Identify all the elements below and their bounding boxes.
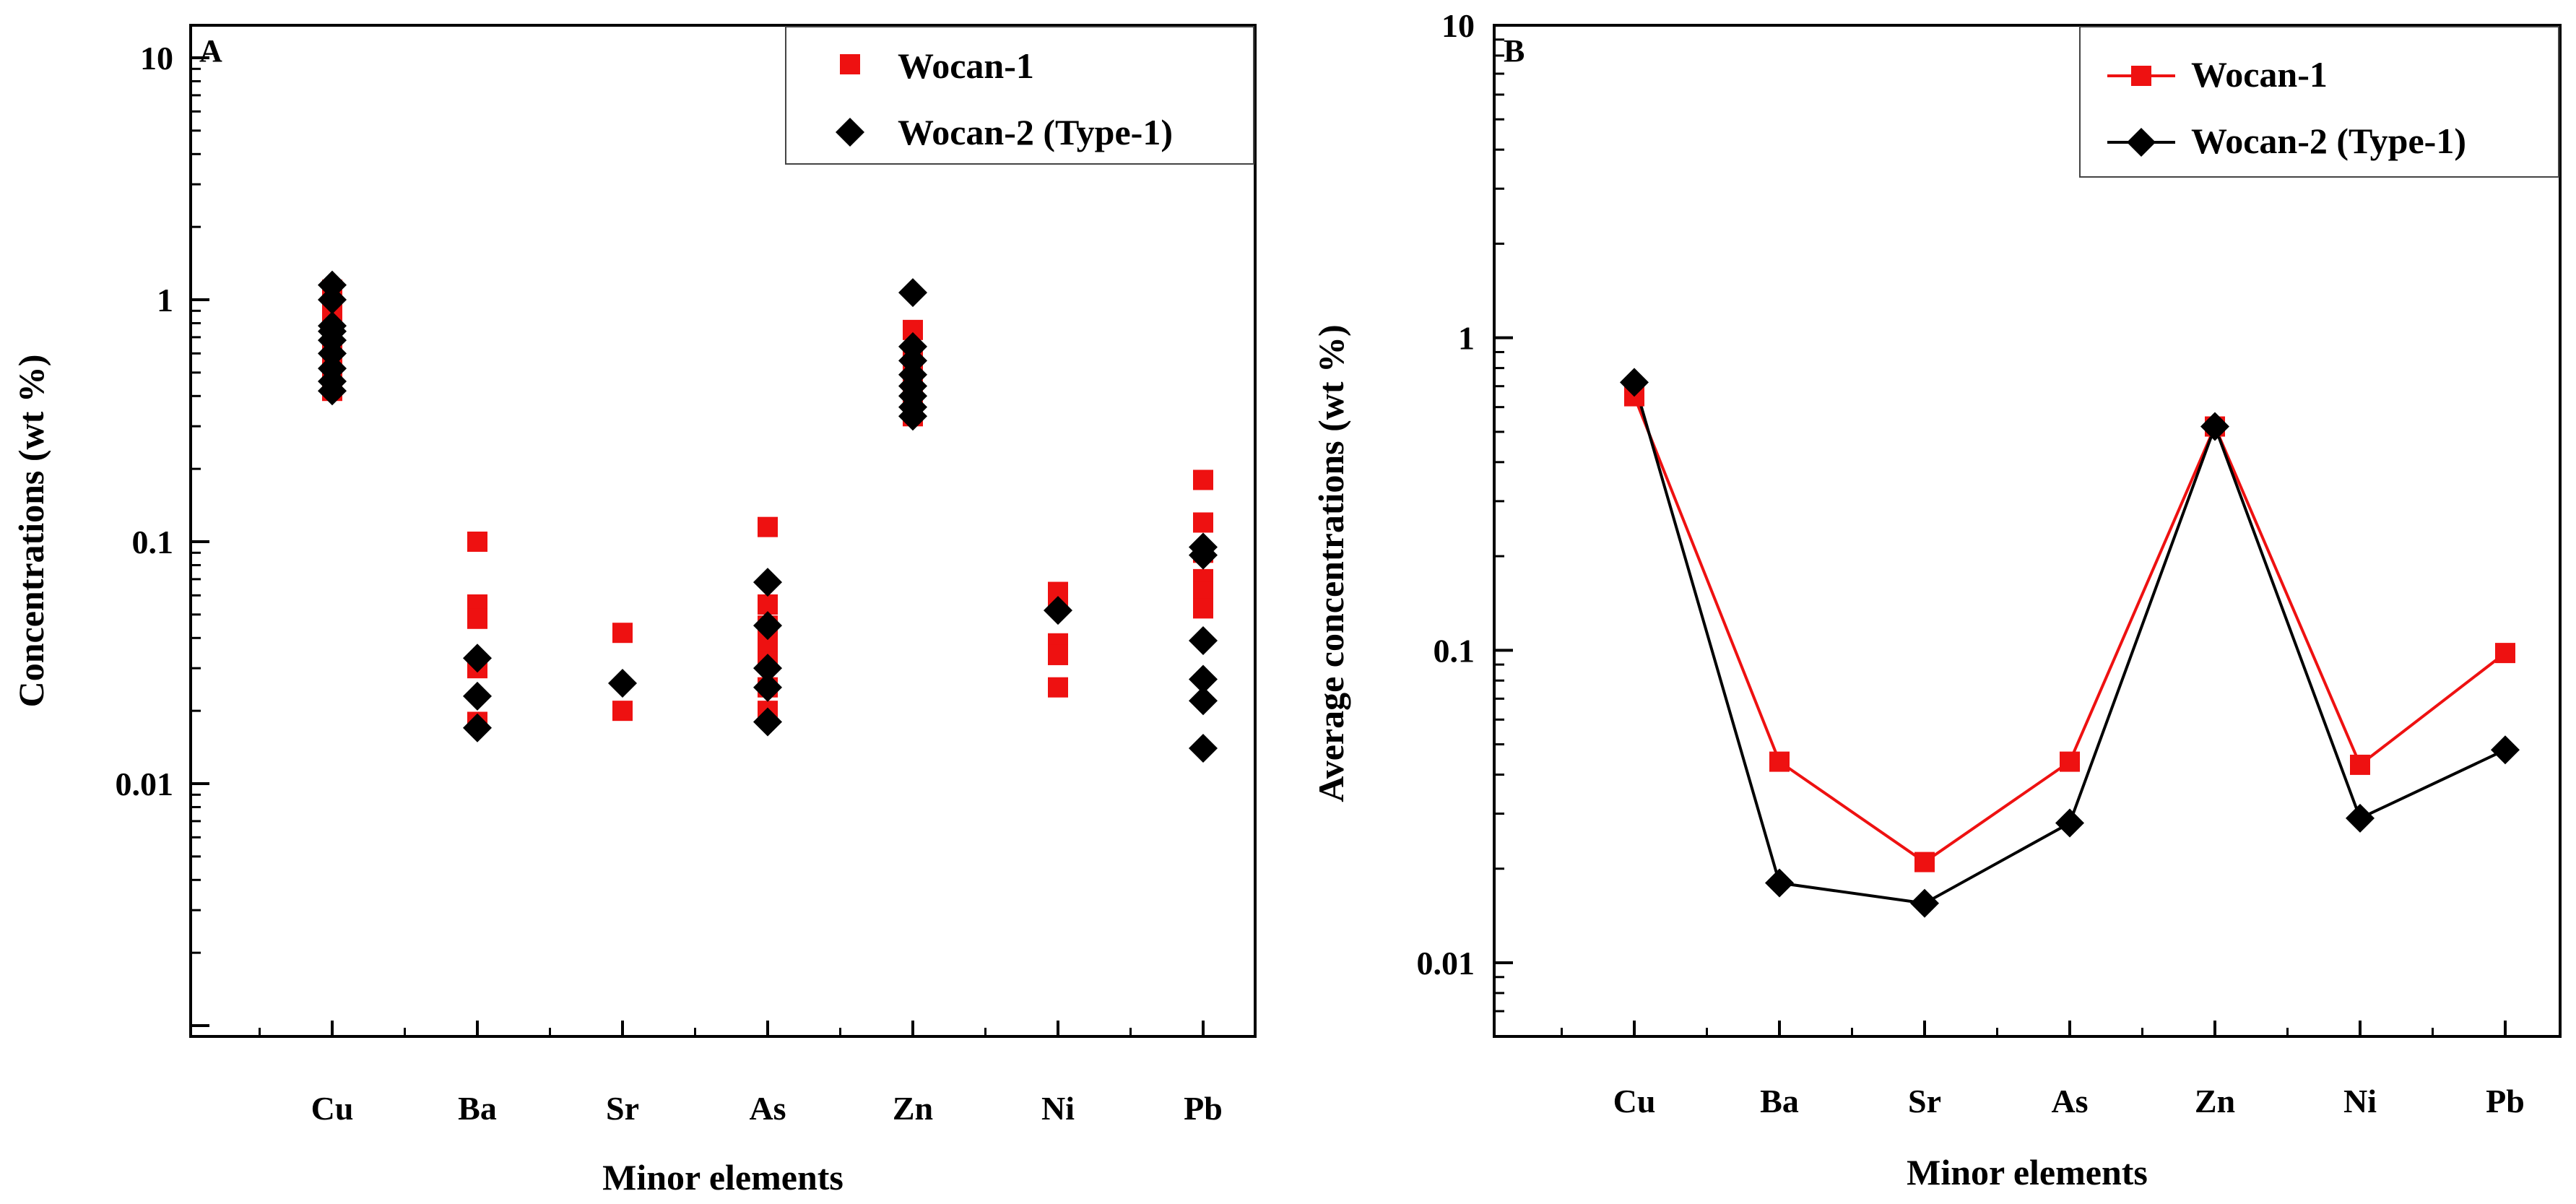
- data-point-wocan2: [1910, 888, 1939, 918]
- x-tick-label-sr: Sr: [1908, 1083, 1941, 1119]
- data-point-wocan2: [753, 611, 782, 641]
- data-point-wocan1: [1048, 644, 1068, 665]
- data-point-wocan2: [2346, 803, 2375, 833]
- panel-b-y-axis-title: Average concentrations (wt %): [1311, 324, 1351, 802]
- panel-a-plot-frame: [189, 24, 1257, 1038]
- data-point-wocan2: [1189, 734, 1218, 763]
- x-tick-label-pb: Pb: [2486, 1083, 2525, 1119]
- series-line-wocan1: [1633, 395, 2507, 865]
- data-point-wocan2: [1189, 540, 1218, 570]
- panel-b-legend-wocan1-marker: [2131, 66, 2151, 86]
- data-point-wocan1: [2495, 643, 2515, 664]
- data-point-wocan2: [1765, 868, 1794, 898]
- data-point-wocan1: [612, 701, 633, 722]
- y-tick-label: 0.01: [1417, 945, 1475, 982]
- panel-b-legend-box: [2079, 26, 2559, 178]
- panel-a-legend: Wocan-1 Wocan-2 (Type-1): [785, 26, 1254, 165]
- y-tick-label: 0.01: [116, 766, 174, 802]
- data-point-wocan2: [1189, 664, 1218, 694]
- data-point-wocan2: [463, 713, 492, 742]
- x-tick-label-ba: Ba: [1760, 1083, 1799, 1119]
- x-tick-label-as: As: [749, 1090, 786, 1127]
- data-point-wocan2: [753, 568, 782, 597]
- panel-a-y-axis-title: Concentrations (wt %): [11, 355, 51, 708]
- data-point-wocan2: [318, 270, 347, 300]
- data-point-wocan1: [758, 516, 778, 537]
- data-point-wocan1: [1048, 677, 1068, 698]
- panel-b-x-axis-title: Minor elements: [1907, 1152, 2148, 1192]
- data-point-wocan2: [318, 339, 347, 368]
- panel-b-legend-wocan2-label: Wocan-2 (Type-1): [2191, 121, 2466, 161]
- panel-a-x-axis-title: Minor elements: [602, 1157, 844, 1197]
- panel-a: A 10 1 0.1 0.01 Cu Ba Sr As Zn Ni Pb Minor elemen…: [11, 24, 1257, 1197]
- panel-b-plot-frame: [1493, 24, 2562, 1038]
- data-point-wocan1: [2350, 754, 2370, 775]
- panel-a-x-axis: Cu Ba Sr As Zn Ni Pb: [259, 1021, 1223, 1127]
- panel-a-legend-wocan2-label: Wocan-2 (Type-1): [898, 112, 1173, 152]
- panel-a-legend-wocan1-label: Wocan-1: [898, 46, 1034, 86]
- data-point-wocan2: [318, 376, 347, 406]
- panel-b-label: B: [1504, 33, 1525, 69]
- data-point-wocan2: [753, 672, 782, 702]
- data-point-wocan2: [2200, 412, 2229, 441]
- data-point-wocan1: [1193, 598, 1213, 619]
- data-point-wocan1: [1914, 852, 1935, 872]
- panel-b-data-marks: [1620, 368, 2520, 918]
- data-point-wocan1: [612, 623, 633, 644]
- data-point-wocan2: [1189, 625, 1218, 655]
- data-point-wocan2: [463, 644, 492, 673]
- data-point-wocan2: [753, 707, 782, 737]
- data-point-wocan2: [898, 278, 927, 308]
- data-point-wocan2: [898, 402, 927, 431]
- y-tick-label: 1: [1458, 320, 1475, 357]
- x-tick-label-ni: Ni: [2343, 1083, 2377, 1119]
- y-tick-label: 10: [140, 40, 173, 77]
- panel-b-legend-wocan2-marker: [2127, 128, 2156, 157]
- data-point-wocan2: [2491, 735, 2520, 765]
- x-tick-label-zn: Zn: [893, 1090, 933, 1127]
- y-tick-label: 1: [157, 282, 173, 319]
- panel-b-legend-wocan1-label: Wocan-1: [2191, 54, 2328, 95]
- data-point-wocan2: [1189, 686, 1218, 716]
- x-tick-label-pb: Pb: [1184, 1090, 1223, 1127]
- data-point-wocan1: [1193, 469, 1213, 490]
- y-tick-label: 0.1: [132, 524, 174, 560]
- panel-b-x-axis: Cu Ba Sr As Zn Ni Pb: [1561, 1021, 2525, 1119]
- x-tick-label-ba: Ba: [458, 1090, 497, 1127]
- panel-a-legend-wocan1-marker: [840, 54, 860, 74]
- panel-b-y-axis: 10 1 0.1 0.01: [1417, 7, 1513, 1013]
- x-tick-label-cu: Cu: [1613, 1083, 1656, 1119]
- panel-a-y-axis: 10 1 0.1 0.01: [116, 40, 209, 1027]
- panel-a-legend-wocan2-marker: [836, 118, 864, 147]
- x-tick-label-as: As: [2051, 1083, 2088, 1119]
- data-point-wocan1: [467, 532, 487, 552]
- x-tick-label-cu: Cu: [311, 1090, 354, 1127]
- data-point-wocan2: [1620, 368, 1649, 397]
- data-point-wocan2: [608, 668, 637, 698]
- data-point-wocan1: [1193, 512, 1213, 533]
- data-point-wocan2: [1044, 596, 1072, 625]
- panel-a-legend-box: [785, 26, 1254, 165]
- data-point-wocan2: [2055, 808, 2084, 838]
- panel-b: B 10 1 0.1 0.01 Cu Ba Sr As Zn Ni Pb Minor elemen…: [1311, 7, 2562, 1192]
- y-tick-label: 0.1: [1434, 632, 1475, 669]
- panel-a-label: A: [199, 33, 222, 69]
- panel-a-data-marks: [318, 270, 1218, 763]
- data-point-wocan2: [463, 681, 492, 711]
- data-point-wocan2: [753, 654, 782, 683]
- data-point-wocan2: [318, 285, 347, 314]
- data-point-wocan1: [2060, 751, 2080, 772]
- x-tick-label-sr: Sr: [606, 1090, 639, 1127]
- x-tick-label-ni: Ni: [1041, 1090, 1075, 1127]
- x-tick-label-zn: Zn: [2195, 1083, 2235, 1119]
- panel-b-legend: Wocan-1 Wocan-2 (Type-1): [2079, 26, 2559, 178]
- data-point-wocan1: [1769, 751, 1790, 772]
- y-tick-label: 10: [1441, 7, 1475, 44]
- data-point-wocan1: [467, 608, 487, 629]
